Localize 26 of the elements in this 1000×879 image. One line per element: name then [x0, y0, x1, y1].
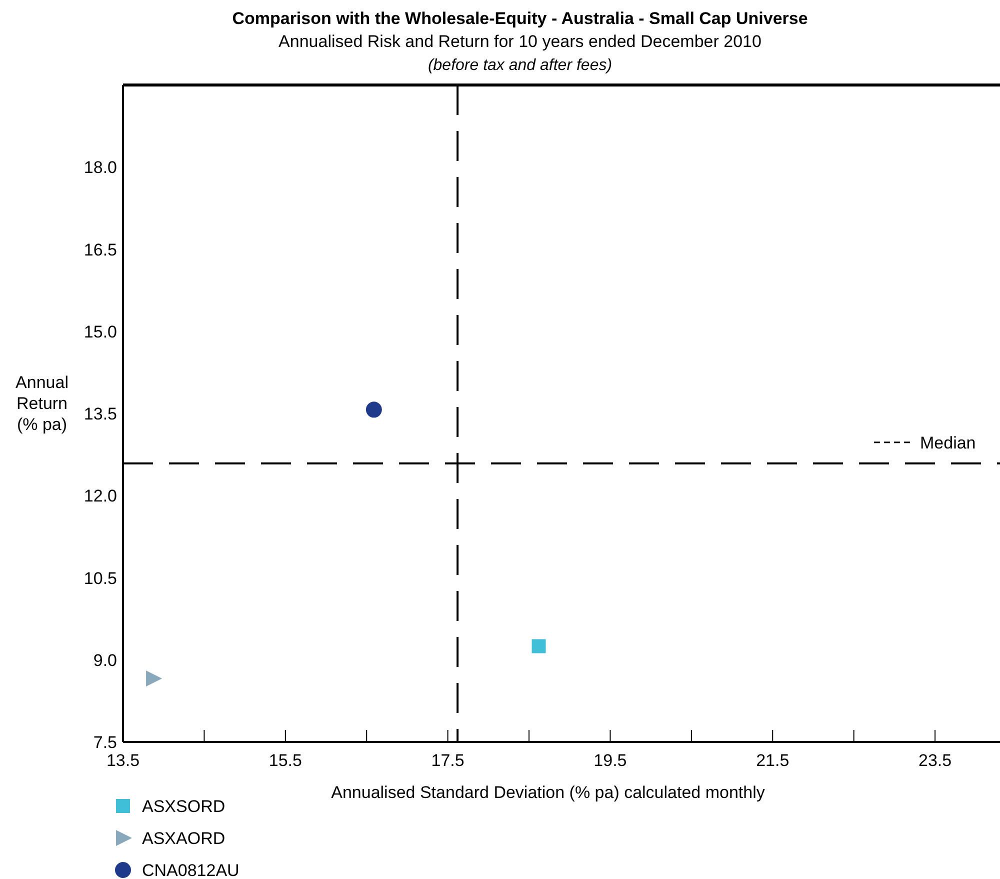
x-tick-label: 19.5: [594, 751, 627, 770]
point: [366, 402, 382, 418]
y-tick-label: 15.0: [84, 322, 117, 342]
legend-label: ASXSORD: [142, 797, 226, 816]
legend-label: Median: [920, 433, 976, 452]
y-tick-label: 13.5: [84, 404, 117, 424]
x-tick-label: 21.5: [756, 751, 790, 770]
chart-subtitle: Annualised Risk and Return for 10 years ended December 2010: [278, 32, 762, 51]
x-tick-label: 15.5: [268, 751, 302, 770]
legend-label: ASXAORD: [142, 829, 226, 848]
point: [146, 670, 162, 686]
y-axis-title: Annual Return (% pa): [16, 373, 68, 434]
y-tick-label: 16.5: [84, 240, 117, 260]
point: [532, 639, 546, 654]
legend-label: CNA0812AU: [142, 861, 240, 879]
y-tick-label: 7.5: [93, 733, 117, 752]
text: (before tax and after fees): [428, 57, 612, 74]
x-tick-label: 17.5: [431, 751, 464, 770]
chart-title: Comparison with the Wholesale-Equity - Australia - Small Cap Universe: [232, 9, 808, 28]
y-tick-label: 18.0: [84, 158, 117, 178]
x-tick-label: 13.5: [106, 751, 140, 770]
x-axis-title: Annualised Standard Deviation (% pa) calculated monthly: [331, 783, 766, 802]
x-tick-label: 23.5: [918, 751, 952, 770]
y-tick-label: 9.0: [93, 650, 117, 670]
y-tick-label: 10.5: [84, 568, 117, 588]
y-tick-label: 12.0: [84, 486, 117, 506]
